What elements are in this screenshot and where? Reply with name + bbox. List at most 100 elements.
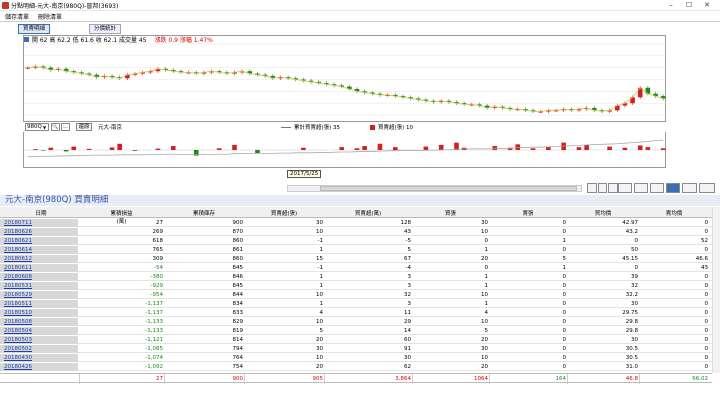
- date-link[interactable]: 20180503: [4, 337, 32, 343]
- range-button-3[interactable]: [618, 183, 632, 193]
- table-row[interactable]: 20180503 -1,121 814 20 60 20 0 30 0: [0, 336, 712, 344]
- summary-separator: [639, 374, 640, 384]
- table-row[interactable]: 20180614 765 861 1 5 1 0 50 0: [0, 246, 712, 254]
- broker-daily-bar: [170, 146, 176, 150]
- date-link[interactable]: 20180511: [4, 301, 32, 307]
- chevron-down-icon[interactable]: ▼: [43, 125, 47, 130]
- more-button[interactable]: ...: [61, 123, 70, 131]
- date-link[interactable]: 20180529: [4, 292, 32, 298]
- table-row[interactable]: 20180531 -929 845 1 3 1 0 32 0: [0, 282, 712, 290]
- menu-save-list[interactable]: 儲存清單: [5, 14, 30, 21]
- range-button-4[interactable]: [634, 183, 648, 193]
- date-link[interactable]: 20180426: [4, 364, 32, 370]
- date-link[interactable]: 20180504: [4, 328, 32, 334]
- range-button-5[interactable]: [650, 183, 664, 193]
- column-header[interactable]: 買賣超(張): [270, 211, 298, 217]
- date-link[interactable]: 20180711: [4, 220, 32, 226]
- zoom-out-icon[interactable]: [587, 183, 597, 193]
- menu-delete-list[interactable]: 刪除清單: [38, 14, 63, 21]
- table-row[interactable]: 20180426 -1,092 754 20 62 20 0 31.0 0: [0, 363, 712, 371]
- date-link[interactable]: 20180611: [4, 265, 32, 271]
- search-icon[interactable]: 🔍: [51, 123, 60, 131]
- date-link[interactable]: 20180621: [4, 238, 32, 244]
- table-row[interactable]: 20180529 -954 844 10 32 10 0 32.2 0: [0, 291, 712, 299]
- table-row[interactable]: 20180608 -380 846 1 3 1 0 39 0: [0, 273, 712, 281]
- zoom-in-icon[interactable]: [608, 183, 618, 193]
- zoom-icon[interactable]: [598, 183, 607, 193]
- candle-body: [316, 81, 322, 84]
- table-cell: 0: [704, 301, 709, 307]
- table-row[interactable]: 20180510 -1,137 833 4 11 4 0 29.75 0: [0, 309, 712, 317]
- table-row[interactable]: 20180612 309 860 15 67 20 5 45.15 46.6: [0, 255, 712, 263]
- candle-body: [155, 68, 161, 72]
- trade-table: 日期 累積損益(萬) 累積庫存 買賣超(張) 買賣超(萬) 買張 賣張 買均價 賣均價 2018…: [0, 207, 720, 373]
- broker-daily-bar: [193, 150, 199, 156]
- range-button-8[interactable]: [699, 183, 715, 193]
- date-link[interactable]: 20180626: [4, 229, 32, 235]
- close-icon[interactable]: ✕: [704, 1, 710, 9]
- broker-daily-bar: [63, 150, 69, 152]
- table-cell: 42.97: [622, 220, 638, 226]
- table-cell: 30: [631, 337, 638, 343]
- date-link[interactable]: 20180614: [4, 247, 32, 253]
- maximize-icon[interactable]: ☐: [685, 1, 693, 9]
- candle-body: [438, 100, 444, 103]
- price-chart-svg: [24, 43, 667, 116]
- candle-body: [377, 93, 383, 95]
- table-cell: 45.15: [622, 256, 638, 262]
- candle-body: [622, 103, 628, 106]
- table-row[interactable]: 20180511 -1,137 834 1 3 1 0 30 0: [0, 300, 712, 308]
- date-link[interactable]: 20180612: [4, 256, 32, 262]
- broker-name: 元大-南京: [98, 125, 122, 131]
- column-header[interactable]: 買均價: [594, 211, 612, 217]
- table-row[interactable]: 20180711 27 900 30 128 30 0 42.97 0: [0, 219, 712, 227]
- table-cell: 0: [562, 283, 567, 289]
- summary-separator: [489, 374, 490, 384]
- column-header[interactable]: 買張: [444, 211, 456, 217]
- column-header[interactable]: 賣張: [522, 211, 534, 217]
- tab-trade-detail[interactable]: 買賣明細: [18, 24, 50, 34]
- range-button-7[interactable]: [682, 183, 697, 193]
- broker-code-select[interactable]: 980Q: [25, 123, 49, 131]
- table-cell: 846: [232, 274, 244, 280]
- table-cell: 0: [562, 247, 567, 253]
- table-row[interactable]: 20180504 -1,133 819 5 14 5 0 29.8 0: [0, 327, 712, 335]
- price-chart[interactable]: [23, 35, 667, 122]
- broker-volume-chart[interactable]: [23, 132, 667, 168]
- table-cell: 0: [562, 337, 567, 343]
- table-row[interactable]: 20180611 -54 845 -1 -4 0 1 0 43: [0, 264, 712, 272]
- chart-scroll-thumb[interactable]: [320, 186, 577, 191]
- date-link[interactable]: 20180510: [4, 310, 32, 316]
- tab-price-stats[interactable]: 分價統計: [89, 24, 121, 34]
- date-link[interactable]: 20180508: [4, 319, 32, 325]
- candle-body: [477, 104, 482, 106]
- candle-body: [569, 109, 574, 111]
- column-header[interactable]: 日期: [35, 211, 47, 217]
- table-row[interactable]: 20180621 618 860 -1 -5 0 1 0 52: [0, 237, 712, 245]
- table-row[interactable]: 20180430 -1,074 764 10 30 10 0 30.5 0: [0, 354, 712, 362]
- table-cell: 10: [481, 229, 488, 235]
- candle-body: [500, 106, 505, 108]
- table-row[interactable]: 20180502 -1,085 794 30 91 30 0 30.5 0: [0, 345, 712, 353]
- table-cell: 834: [232, 301, 244, 307]
- table-row[interactable]: 20180626 269 870 10 43 10 0 43.2 0: [0, 228, 712, 236]
- candle-body: [224, 72, 230, 74]
- date-cell-background: [0, 309, 78, 317]
- column-header[interactable]: 累積損益(萬): [110, 211, 133, 225]
- minimize-icon[interactable]: –: [669, 1, 673, 9]
- column-header[interactable]: 累積庫存: [192, 211, 215, 217]
- date-link[interactable]: 20180502: [4, 346, 32, 352]
- table-row[interactable]: 20180508 -1,133 829 10 29 10 0 29.8 0: [0, 318, 712, 326]
- reset-button[interactable]: 還原: [76, 123, 92, 131]
- column-header[interactable]: 賣均價: [665, 211, 683, 217]
- column-header[interactable]: 買賣超(萬): [354, 211, 382, 217]
- table-cell: 43: [701, 265, 708, 271]
- date-link[interactable]: 20180531: [4, 283, 32, 289]
- broker-toolbar: 980Q ▼ 🔍 ... 還原 元大-南京 累計買賣超(張) 35 買賣超(張)…: [23, 123, 666, 132]
- table-scrollbar[interactable]: [712, 207, 720, 373]
- range-button-6[interactable]: [666, 183, 680, 193]
- date-link[interactable]: 20180608: [4, 274, 32, 280]
- table-cell: 0: [704, 355, 709, 361]
- date-link[interactable]: 20180430: [4, 355, 32, 361]
- broker-daily-bar: [584, 144, 589, 150]
